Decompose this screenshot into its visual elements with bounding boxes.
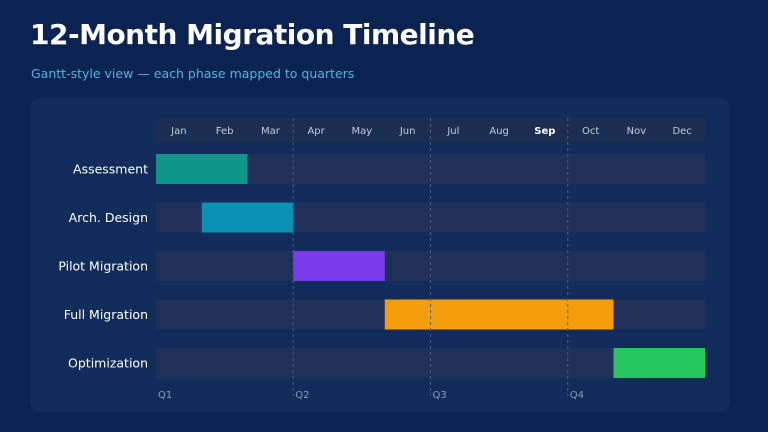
month-label: May (352, 126, 373, 137)
task-label: Arch. Design (69, 210, 148, 225)
task-label: Full Migration (64, 307, 148, 322)
chart-panel: Jan Feb Mar Apr May Jun Jul Aug Sep Oct Nov Dec Asse… (30, 98, 730, 412)
gantt-chart: Jan Feb Mar Apr May Jun Jul Aug Sep Oct Nov Dec Asse… (58, 118, 705, 401)
task-label: Assessment (73, 162, 148, 177)
task-label: Pilot Migration (58, 259, 148, 274)
month-label: Oct (582, 126, 599, 137)
month-label: Feb (216, 126, 234, 137)
task-bar (156, 154, 248, 184)
month-label: Dec (672, 126, 691, 137)
task-bar (293, 251, 385, 281)
task-bar (613, 348, 705, 378)
task-bar (384, 299, 614, 330)
month-label: Jul (446, 126, 459, 137)
month-label: Mar (261, 126, 281, 137)
task-bar (201, 202, 294, 233)
month-label: Aug (489, 126, 509, 137)
month-label: Jan (170, 126, 186, 137)
month-label: Apr (307, 126, 325, 137)
month-label: Nov (627, 126, 647, 137)
month-label: Jun (399, 126, 416, 137)
quarter-label: Q2 (295, 390, 309, 401)
page-subtitle: Gantt-style view — each phase mapped to … (31, 66, 355, 81)
task-label: Optimization (68, 356, 148, 371)
quarter-label: Q3 (433, 390, 447, 401)
quarter-label: Q1 (158, 390, 172, 401)
month-label: Sep (534, 126, 555, 137)
page-title: 12-Month Migration Timeline (30, 18, 475, 51)
quarter-label: Q4 (570, 390, 584, 401)
